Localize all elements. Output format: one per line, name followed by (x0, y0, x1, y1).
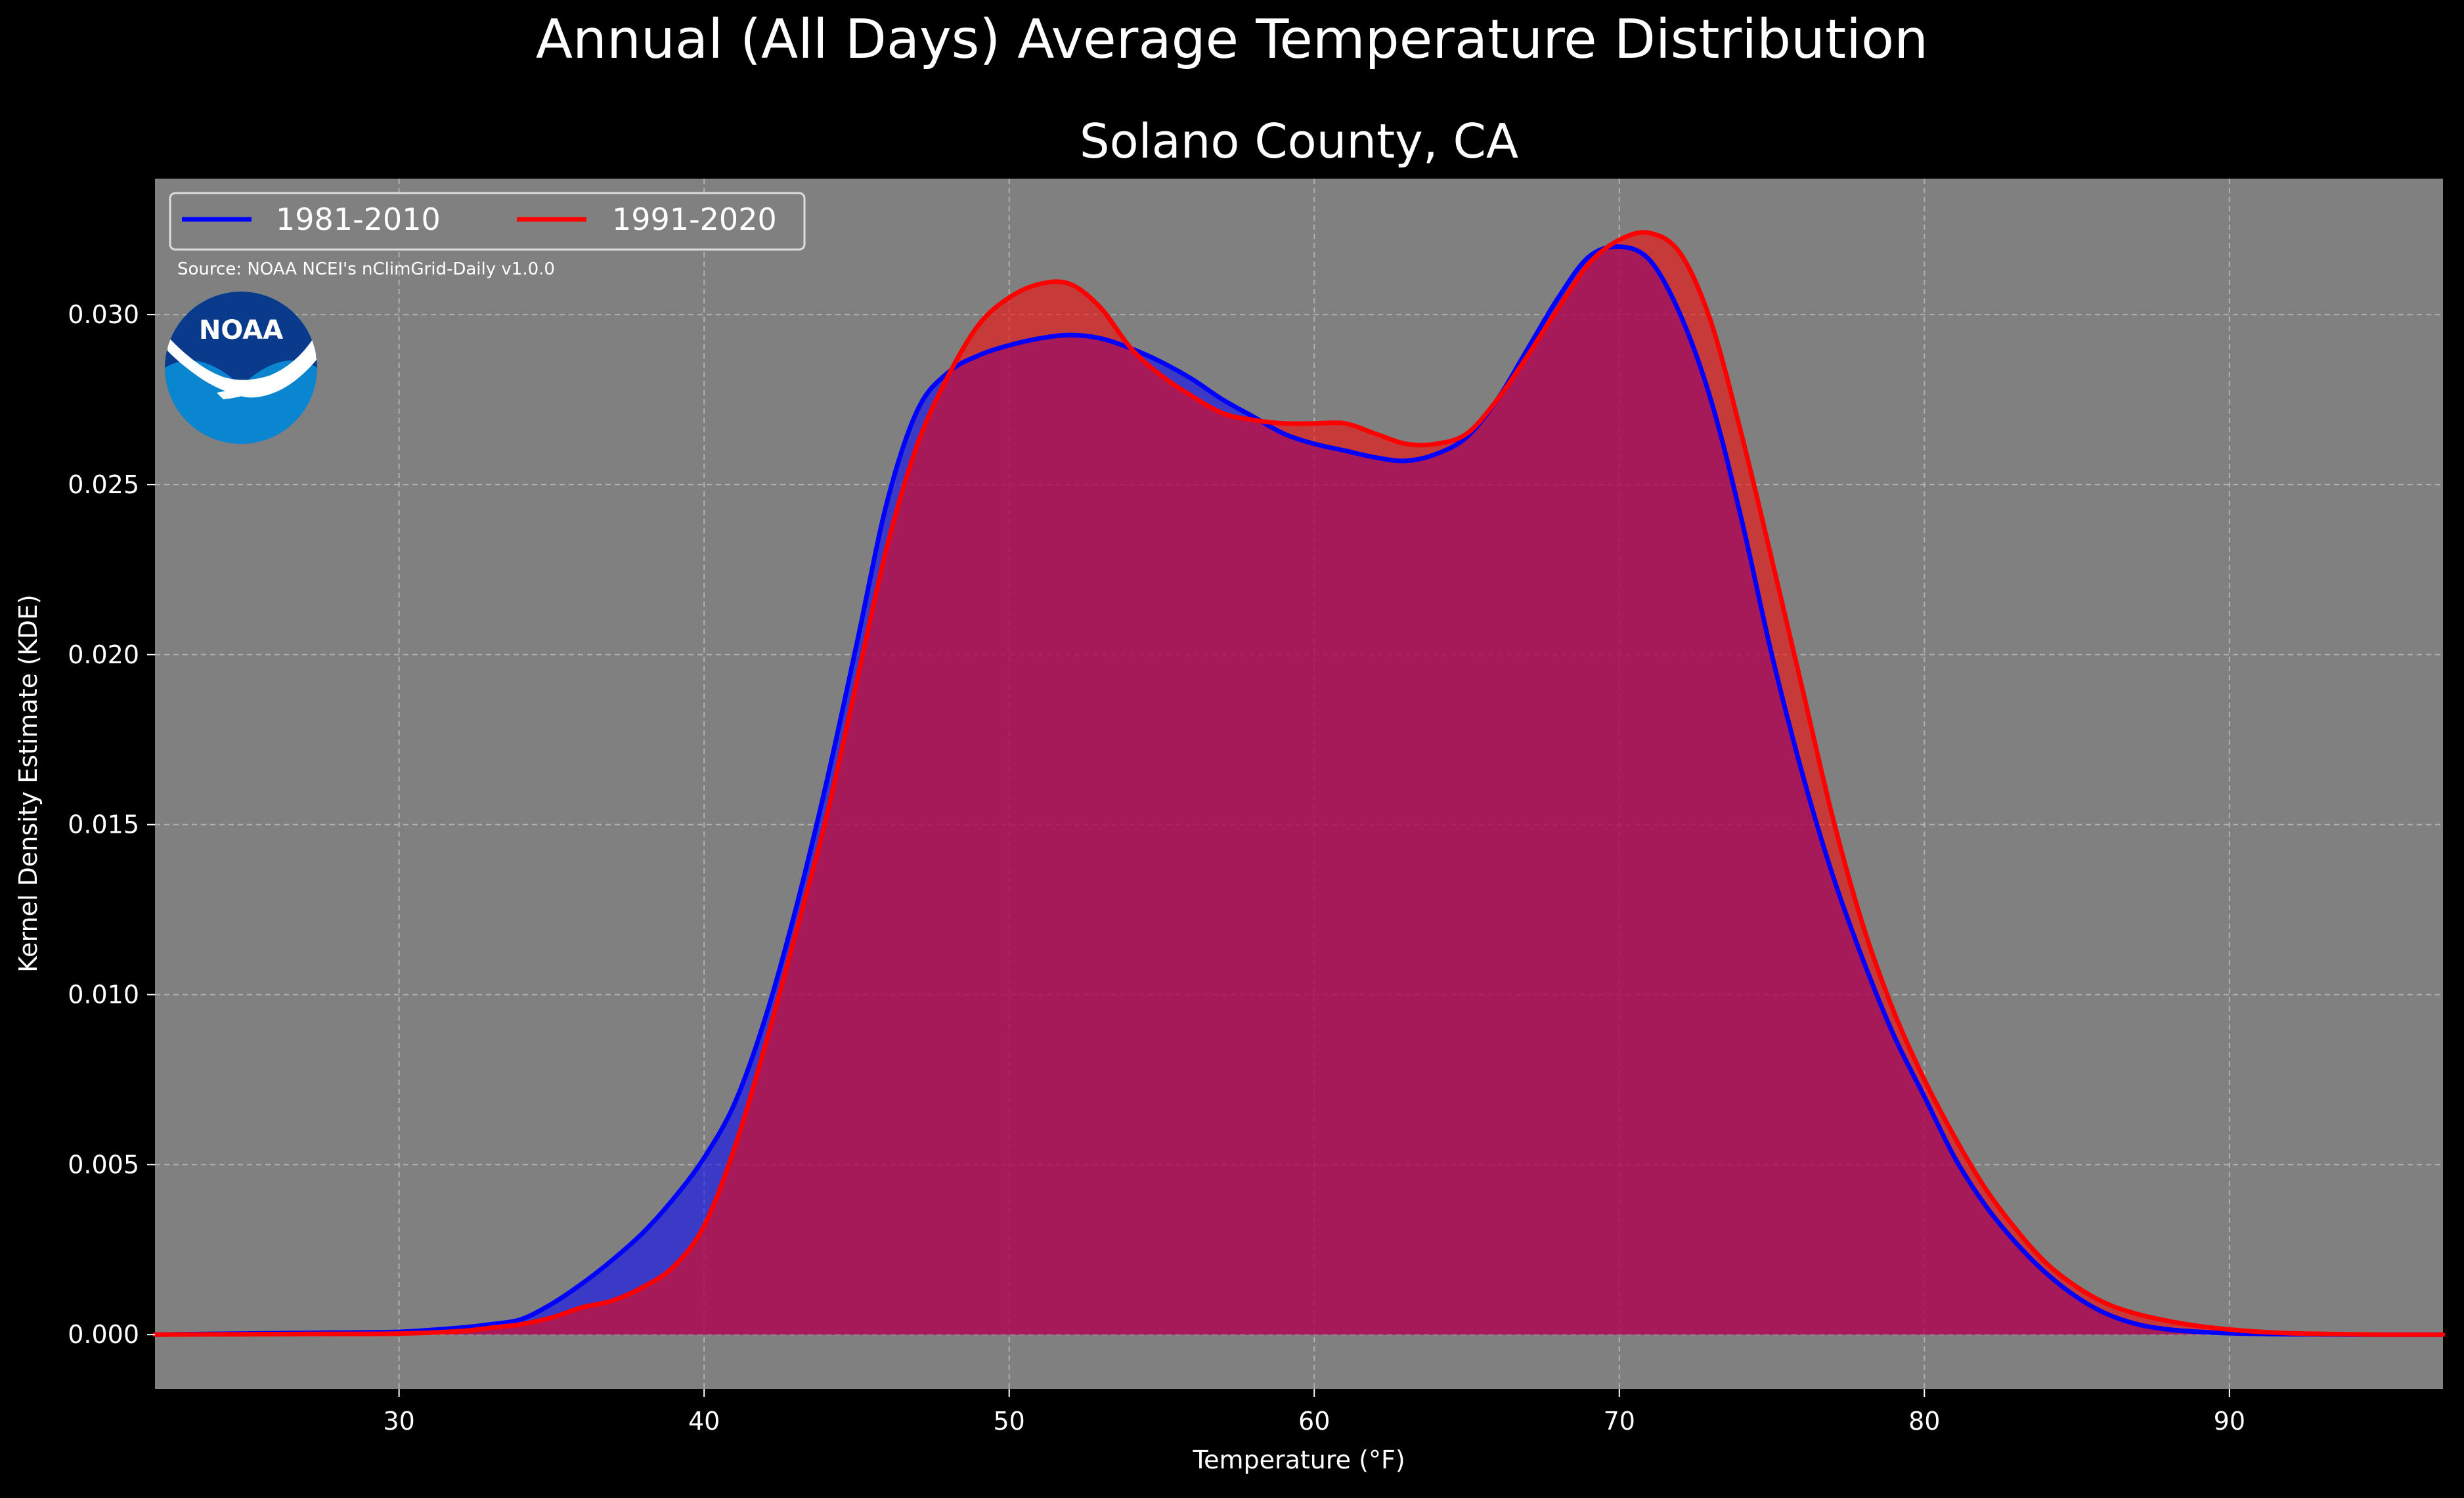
x-tick-label: 90 (2214, 1407, 2245, 1436)
series-line-1991-2020 (152, 230, 2446, 1337)
chart-title: Solano County, CA (1080, 114, 1518, 169)
legend-box (169, 192, 806, 251)
y-tick-label: 0.010 (68, 980, 139, 1009)
x-tick-label: 70 (1604, 1407, 1635, 1436)
legend-label-1991-2020: 1991-2020 (612, 202, 777, 237)
y-tick-label: 0.025 (68, 470, 139, 499)
y-tick-label: 0.005 (68, 1150, 139, 1179)
legend: 1981-2010 1991-2020 (169, 192, 806, 251)
x-tick-label: 30 (383, 1407, 414, 1436)
x-axis-label: Temperature (°F) (1192, 1445, 1405, 1474)
series-line-1981-2010 (152, 244, 2446, 1337)
source-note: Source: NOAA NCEI's nClimGrid-Daily v1.0… (177, 259, 555, 279)
y-tick-label: 0.020 (68, 640, 139, 669)
x-tick-label: 40 (688, 1407, 720, 1436)
chart-suptitle: Annual (All Days) Average Temperature Di… (536, 9, 1928, 71)
y-tick-label: 0.015 (68, 810, 139, 839)
noaa-logo: NOAA (165, 292, 317, 444)
noaa-logo-upper (165, 292, 317, 386)
noaa-gull-icon (167, 336, 317, 398)
y-tick-label: 0.030 (68, 300, 139, 329)
legend-label-1981-2010: 1981-2010 (276, 202, 441, 237)
x-tick-label: 80 (1908, 1407, 1940, 1436)
y-axis-label: Kernel Density Estimate (KDE) (14, 594, 43, 973)
x-tick-label: 60 (1298, 1407, 1330, 1436)
noaa-logo-text: NOAA (199, 315, 283, 345)
series-layer (152, 230, 2446, 1337)
series-area-1991-2020 (155, 232, 2443, 1335)
noaa-gull-tail-icon (217, 380, 276, 399)
x-tick-label: 50 (994, 1407, 1025, 1436)
axes: 30 40 50 60 70 80 90 0.000 0.005 0.010 0.015 0.020 0… (68, 300, 2245, 1436)
y-tick-label: 0.000 (68, 1320, 139, 1349)
